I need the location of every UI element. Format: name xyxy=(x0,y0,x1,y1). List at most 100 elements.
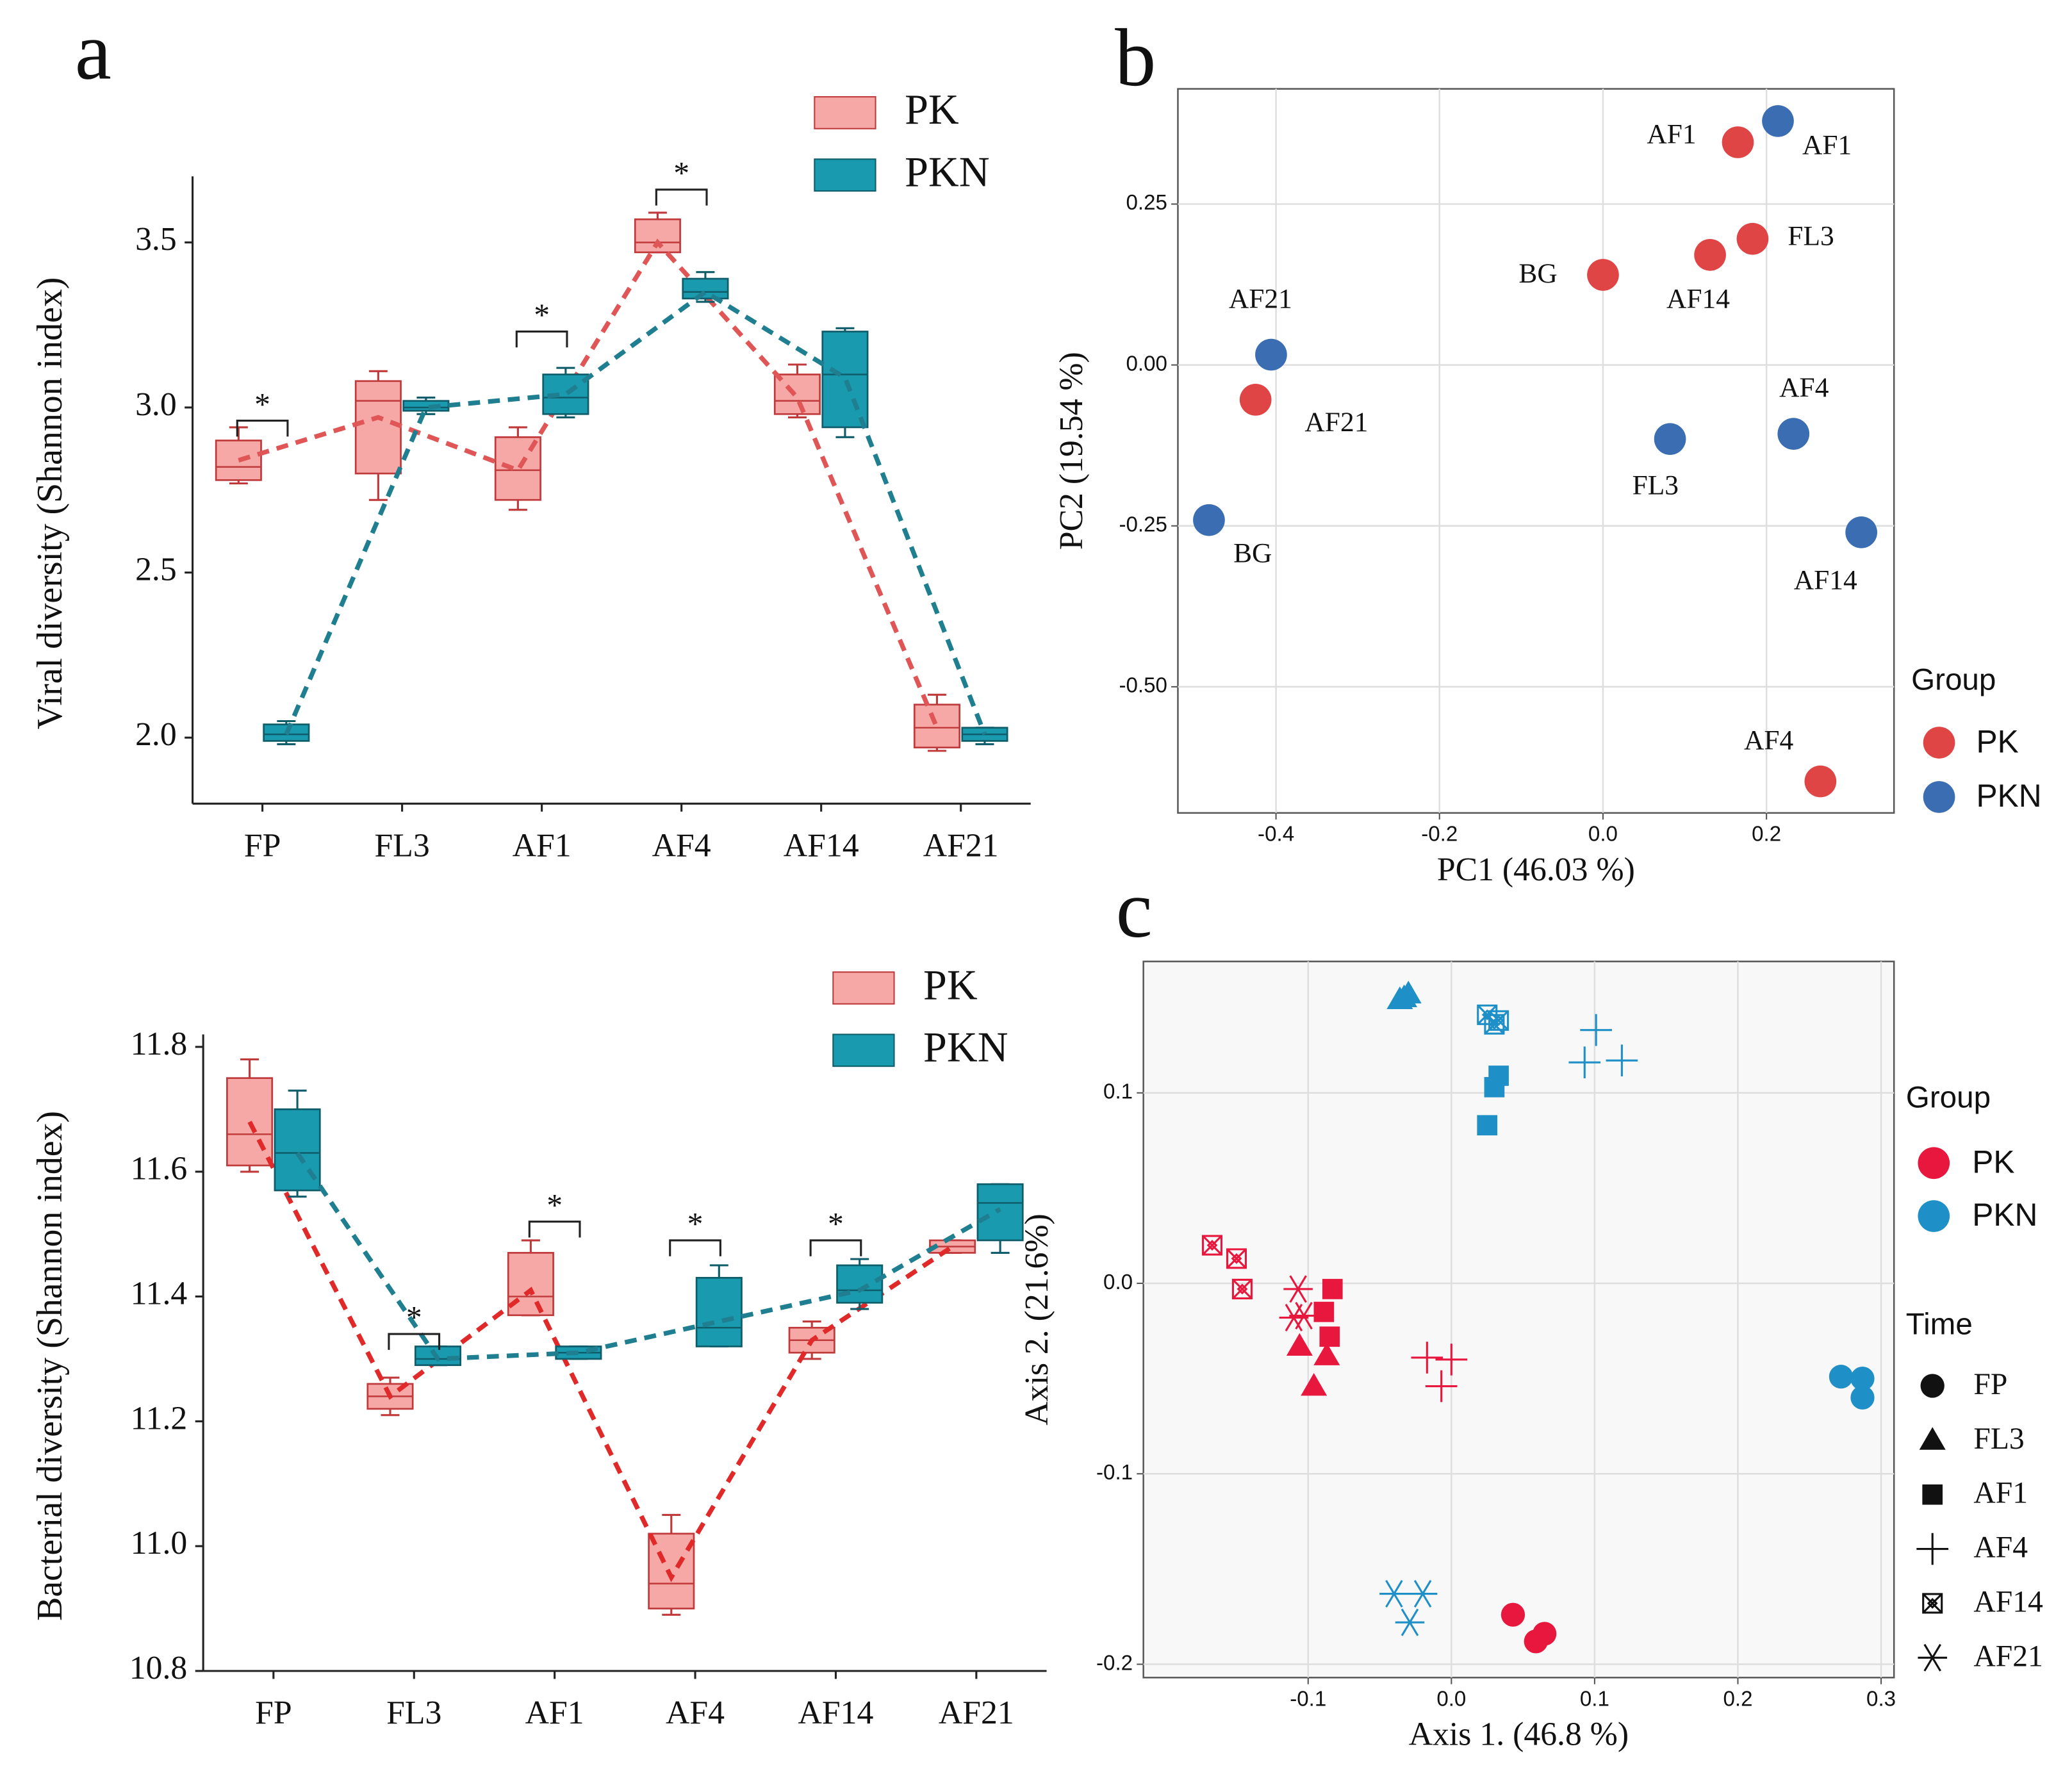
point-label: AF21 xyxy=(1304,407,1368,438)
point xyxy=(1850,1367,1875,1391)
box xyxy=(402,400,450,412)
box-series xyxy=(263,271,1008,746)
point xyxy=(1283,1275,1313,1303)
y-tick-label: -0.1 xyxy=(1096,1461,1133,1485)
legend-symbol xyxy=(1923,727,1955,759)
y-tick-label: -0.2 xyxy=(1096,1651,1133,1675)
legend-label: PK xyxy=(923,962,978,1008)
point xyxy=(1301,1373,1328,1396)
legend-label: FL3 xyxy=(1973,1422,2024,1456)
legend-symbol xyxy=(1919,1427,1946,1450)
significance-label: * xyxy=(547,1187,563,1222)
significance-bracket xyxy=(388,1333,441,1350)
legend-label: PKN xyxy=(1972,1197,2037,1233)
box xyxy=(773,374,821,415)
point xyxy=(1829,1365,1854,1389)
x-tick-label: FL3 xyxy=(386,1695,441,1731)
box xyxy=(414,1345,462,1367)
x-tick-label: FL3 xyxy=(374,828,429,864)
point-label: BG xyxy=(1518,258,1557,289)
x-axis-title: PC1 (46.03 %) xyxy=(1437,851,1635,888)
y-tick-label: -0.50 xyxy=(1119,674,1167,698)
y-tick-label: 11.2 xyxy=(131,1400,188,1436)
point-label: AF21 xyxy=(1229,284,1292,315)
point xyxy=(1255,338,1287,371)
x-tick-label: -0.4 xyxy=(1258,823,1294,846)
point xyxy=(1484,1076,1505,1098)
y-axis-title: PC2 (19.54 %) xyxy=(1053,352,1090,550)
point xyxy=(1488,1010,1509,1031)
box xyxy=(976,1183,1024,1242)
box xyxy=(507,1252,554,1317)
point xyxy=(1193,504,1225,536)
significance-bracket xyxy=(669,1239,721,1256)
box xyxy=(634,218,681,254)
legend-label: PKN xyxy=(1977,778,2042,814)
legend-title: Group xyxy=(1906,1080,1991,1114)
legend-label: PKN xyxy=(923,1024,1008,1071)
legend-swatch xyxy=(832,1033,895,1067)
legend-label: AF21 xyxy=(1973,1640,2043,1673)
plot-area xyxy=(1142,960,1895,1679)
x-tick-label: FP xyxy=(255,1695,292,1731)
y-axis-title: Bacterial diversity (Shannon index) xyxy=(30,1111,70,1621)
legend-label: PK xyxy=(905,86,959,133)
point-label: AF14 xyxy=(1794,564,1857,595)
legend-label: AF4 xyxy=(1973,1531,2028,1565)
significance-bracket xyxy=(655,188,708,206)
x-tick-label: AF4 xyxy=(666,1695,725,1731)
panel-letter: b xyxy=(1115,12,1156,103)
x-tick-label: AF21 xyxy=(939,1695,1014,1731)
point xyxy=(1391,984,1418,1008)
legend-symbol xyxy=(1916,1533,1949,1565)
point xyxy=(1286,1333,1313,1356)
box xyxy=(695,1277,743,1347)
point-label: AF4 xyxy=(1779,372,1829,403)
point xyxy=(1435,1344,1468,1376)
significance-label: * xyxy=(406,1300,422,1335)
point-label: FL3 xyxy=(1632,470,1679,501)
y-tick-label: 0.25 xyxy=(1126,191,1167,215)
x-tick-label: AF14 xyxy=(798,1695,874,1731)
legend-label: PKN xyxy=(905,149,989,195)
legend-label: PK xyxy=(1972,1144,2014,1180)
point xyxy=(1736,222,1769,255)
point xyxy=(1319,1326,1340,1347)
point xyxy=(1777,418,1810,450)
legend-label: PK xyxy=(1977,723,2019,759)
panel-letter: c xyxy=(1116,864,1153,955)
legend-symbol xyxy=(1922,1484,1943,1505)
legend-symbol xyxy=(1923,781,1955,813)
x-tick-label: AF1 xyxy=(525,1695,584,1731)
legend-symbol xyxy=(1918,1200,1950,1232)
box-series xyxy=(274,1089,1024,1367)
point xyxy=(1322,1279,1343,1299)
point xyxy=(1804,765,1837,798)
point xyxy=(1379,1580,1409,1608)
x-tick-label: 0.0 xyxy=(1588,823,1618,846)
y-axis-title: Viral diversity (Shannon index) xyxy=(30,277,70,730)
y-tick-label: 11.6 xyxy=(131,1151,188,1187)
legend-label: AF1 xyxy=(1973,1477,2028,1510)
y-tick-label: 0.1 xyxy=(1103,1080,1133,1103)
point-label: AF1 xyxy=(1802,129,1852,160)
point xyxy=(1239,384,1272,416)
significance-bracket xyxy=(515,330,568,348)
box xyxy=(682,277,729,300)
y-tick-label: 0.0 xyxy=(1103,1271,1133,1294)
y-tick-label: 11.0 xyxy=(131,1525,188,1561)
box xyxy=(354,380,402,475)
point-label: FL3 xyxy=(1788,221,1834,252)
y-tick-label: 10.8 xyxy=(129,1650,188,1686)
point xyxy=(1289,1302,1319,1330)
point xyxy=(1845,516,1877,548)
y-tick-label: 3.5 xyxy=(135,221,177,258)
point xyxy=(1654,423,1686,455)
point-label: AF1 xyxy=(1647,119,1696,150)
x-tick-label: -0.2 xyxy=(1421,823,1458,846)
y-tick-label: 3.0 xyxy=(135,386,177,423)
x-tick-label: 0.1 xyxy=(1580,1687,1609,1711)
mean-line xyxy=(284,289,987,736)
point-label: AF4 xyxy=(1744,725,1794,756)
